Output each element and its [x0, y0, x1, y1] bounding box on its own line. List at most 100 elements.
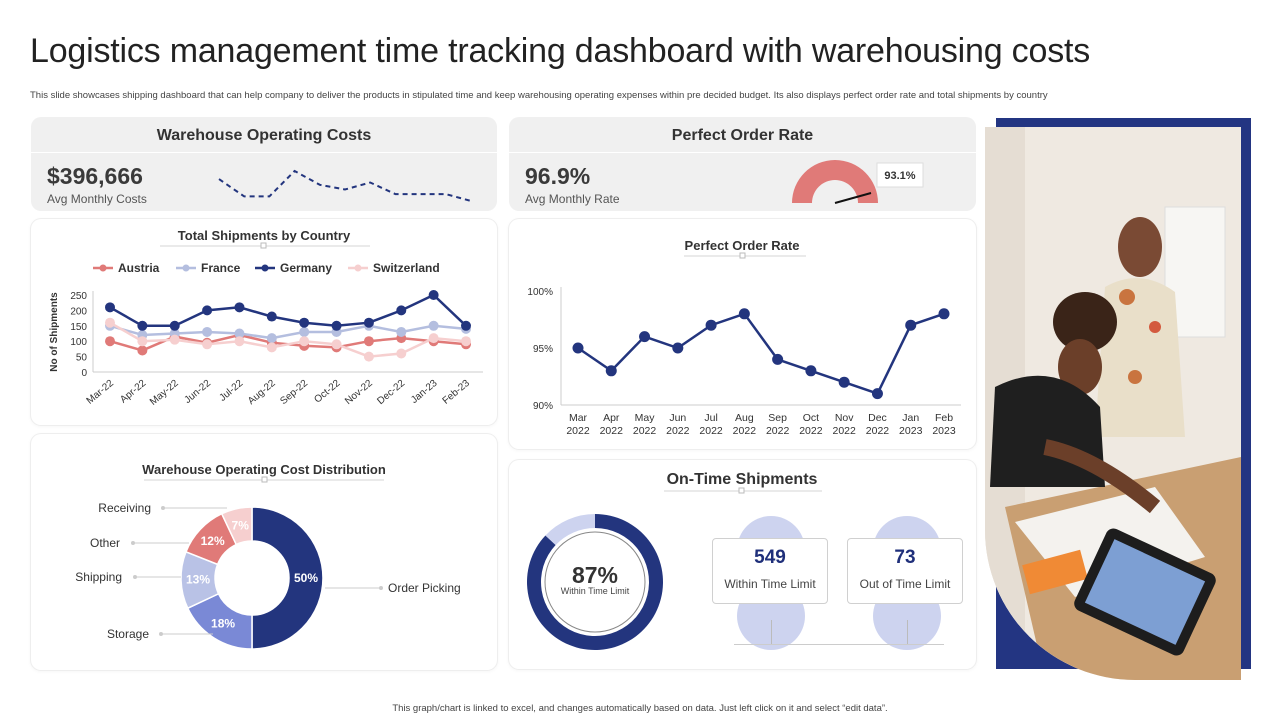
on-time-title-area: On-Time Shipments	[664, 471, 822, 494]
point-switzerland	[461, 336, 471, 347]
shipments-xtick: Mar-22	[85, 378, 117, 407]
shipments-ytick: 200	[70, 306, 87, 317]
slice-value-label: 7%	[232, 518, 250, 532]
point-switzerland	[299, 336, 310, 347]
on-time-inner-ring	[544, 531, 646, 633]
perfect-order-point	[572, 342, 584, 354]
legend-label: France	[201, 261, 241, 275]
perfect-order-point	[705, 319, 717, 331]
shipments-chart: Total Shipments by Country Austria France…	[49, 228, 483, 408]
shipments-xtick: Jul-22	[217, 378, 245, 404]
perfect-order-series	[572, 308, 950, 400]
shipments-ylabel: No of Shipments	[49, 292, 60, 372]
perfect-order-point	[938, 308, 950, 320]
slice-category-label: Other	[90, 536, 120, 550]
series-line-germany	[109, 293, 467, 328]
perfect-order-xtick-year: 2022	[566, 425, 590, 437]
shipments-card: Total Shipments by Country Austria France…	[31, 219, 497, 425]
perfect-order-point	[838, 376, 850, 388]
on-time-title: On-Time Shipments	[667, 471, 818, 488]
cost-distribution-slices: 50% 18% 13% 12% 7%	[180, 506, 324, 650]
point-france	[202, 326, 213, 337]
perfect-order-ytick: 95%	[533, 344, 553, 355]
page-subtitle: This slide showcases shipping dashboard …	[30, 90, 1048, 101]
shipments-ytick: 150	[70, 322, 87, 333]
shipments-xtick: May-22	[148, 378, 181, 408]
within-time-box: 549 Within Time Limit	[712, 538, 828, 604]
point-switzerland	[363, 351, 374, 362]
point-austria	[105, 336, 115, 347]
point-germany	[396, 305, 407, 316]
team-photo	[985, 127, 1241, 680]
point-switzerland	[169, 334, 180, 345]
out-of-time-value: 73	[894, 547, 916, 568]
legend-swatch-dot	[354, 264, 362, 272]
point-switzerland	[266, 342, 277, 353]
cost-distribution-labels: Order Picking Storage Shipping Other Receivi…	[75, 501, 460, 641]
on-time-center-label: Within Time Limit	[561, 586, 630, 596]
within-time-label: Within Time Limit	[724, 577, 816, 591]
point-germany	[105, 302, 115, 313]
perfect-order-xtick-year: 2022	[866, 425, 890, 437]
point-france	[396, 326, 407, 337]
perfect-order-point	[805, 365, 817, 377]
slice-category-label: Receiving	[98, 501, 151, 515]
point-switzerland	[105, 317, 115, 328]
shipments-ytick: 250	[70, 291, 87, 302]
gauge-needle	[834, 192, 872, 204]
shipments-ytick: 100	[70, 337, 87, 348]
perfect-order-point	[639, 331, 651, 343]
perfect-order-xtick-month: Nov	[835, 412, 854, 424]
out-stem	[907, 620, 908, 644]
shipments-xtick: Sep-22	[278, 378, 310, 407]
slice-value-label: 18%	[211, 617, 235, 631]
shipments-xtick: Aug-22	[246, 378, 278, 407]
perfect-order-point	[605, 365, 617, 377]
point-switzerland	[428, 333, 439, 344]
slice-value-label: 13%	[186, 573, 210, 587]
point-france	[266, 333, 277, 344]
perfect-order-chart-card: Perfect Order Rate 90% 95% 100% Mar 2022 Apr 2…	[509, 219, 976, 449]
slice-order-picking	[251, 506, 324, 650]
shipments-ytick: 0	[81, 368, 87, 379]
perfect-order-ytick: 90%	[533, 401, 553, 412]
slice-leader-dot	[133, 575, 137, 579]
point-austria	[137, 345, 148, 356]
point-germany	[234, 302, 245, 313]
point-france	[299, 326, 310, 337]
point-germany	[331, 320, 342, 331]
perfect-order-chart-title: Perfect Order Rate	[685, 238, 800, 253]
shipments-series	[105, 290, 471, 362]
perfect-order-axes: 90%95%100%Mar2022Apr2022May2022Jun2022Ju…	[527, 287, 961, 437]
cost-distribution-title: Warehouse Operating Cost Distribution	[142, 462, 386, 477]
perfect-order-kpi-value: 96.9%	[525, 163, 591, 189]
slice-receiving	[220, 506, 253, 546]
perfect-order-xtick-year: 2022	[833, 425, 857, 437]
on-time-slice	[545, 514, 595, 546]
warehouse-costs-title: Warehouse Operating Costs	[31, 117, 497, 153]
perfect-order-xtick-month: Jul	[704, 412, 717, 424]
legend-label: Switzerland	[373, 261, 440, 275]
slice-value-label: 50%	[294, 571, 318, 585]
on-time-slices	[527, 514, 663, 650]
perfect-order-xtick-month: Oct	[803, 412, 819, 424]
shipments-title: Total Shipments by Country	[178, 228, 351, 243]
within-stem	[771, 620, 772, 644]
perfect-order-xtick-year: 2022	[799, 425, 823, 437]
series-line-switzerland	[109, 321, 467, 358]
gauge-track	[792, 160, 878, 203]
out-of-time-label: Out of Time Limit	[859, 577, 951, 591]
perfect-order-xtick-year: 2022	[766, 425, 790, 437]
point-france	[234, 328, 245, 339]
point-germany	[266, 311, 277, 322]
shipments-xtick: Nov-22	[343, 378, 375, 407]
perfect-order-chart: Perfect Order Rate 90%95%100%Mar2022Apr2…	[527, 238, 961, 437]
perfect-order-kpi-title: Perfect Order Rate	[509, 117, 976, 153]
cost-distribution-card: Warehouse Operating Cost Distribution 50…	[31, 434, 497, 670]
shipments-xtick: Jun-22	[183, 378, 214, 406]
point-germany	[169, 320, 180, 331]
warehouse-costs-value: $396,666	[47, 163, 143, 189]
slice-category-label: Order Picking	[388, 581, 461, 595]
shipments-xtick: Dec-22	[375, 378, 407, 407]
